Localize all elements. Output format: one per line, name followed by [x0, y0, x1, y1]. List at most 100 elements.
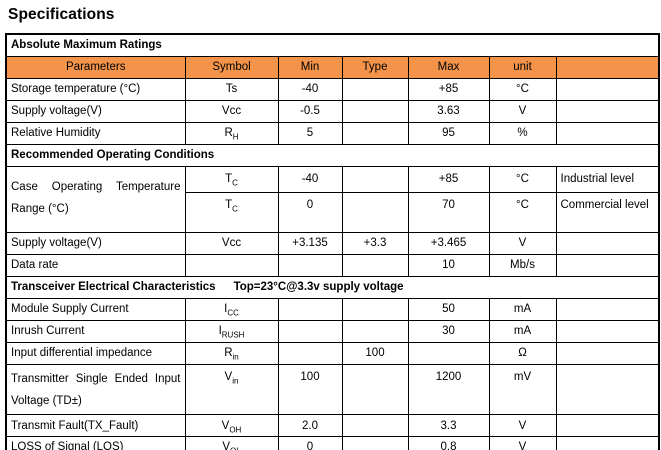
row-supply-voltage-abs: Supply voltage(V) Vcc -0.5 3.63 V [5, 99, 660, 123]
param-cell: Module Supply Current [5, 297, 186, 321]
param-cell: Input differential impedance [5, 341, 186, 365]
type-cell [341, 165, 409, 193]
section-title-recommended-operating-conditions: Recommended Operating Conditions [5, 143, 660, 167]
note-cell [555, 121, 660, 145]
max-cell: 70 [407, 191, 490, 233]
type-cell [341, 121, 409, 145]
row-transmitter-input-voltage: Transmitter Single Ended Input Voltage (… [5, 363, 660, 416]
min-cell [277, 297, 343, 321]
row-inrush-current: Inrush Current IRUSH 30 mA [5, 319, 660, 343]
min-cell: 0 [277, 436, 343, 450]
unit-cell: Ω [488, 341, 557, 365]
param-cell: Data rate [5, 253, 186, 277]
unit-cell: mV [488, 363, 557, 416]
param-cell: Supply voltage(V) [5, 99, 186, 123]
max-cell [407, 341, 490, 365]
unit-cell: mA [488, 297, 557, 321]
symbol-cell [184, 253, 279, 277]
row-relative-humidity: Relative Humidity RH 5 95 % [5, 121, 660, 145]
note-cell: Industrial level [555, 165, 660, 193]
unit-cell: Mb/s [488, 253, 557, 277]
col-header-min: Min [277, 55, 343, 79]
min-cell: 5 [277, 121, 343, 145]
param-cell: Transmit Fault(TX_Fault) [5, 414, 186, 438]
section-title-absolute-maximum-ratings: Absolute Maximum Ratings [5, 33, 660, 57]
type-cell [341, 297, 409, 321]
max-cell: 10 [407, 253, 490, 277]
min-cell: -0.5 [277, 99, 343, 123]
row-data-rate: Data rate 10 Mb/s [5, 253, 660, 277]
unit-cell: V [488, 414, 557, 438]
note-cell: Commercial level [555, 191, 660, 233]
symbol-cell: ICC [184, 297, 279, 321]
section-row-recommended-operating-conditions: Recommended Operating Conditions [5, 143, 660, 167]
symbol-cell: Ts [184, 77, 279, 101]
min-cell [277, 253, 343, 277]
type-cell [341, 363, 409, 416]
min-cell: +3.135 [277, 231, 343, 255]
row-supply-voltage-rec: Supply voltage(V) Vcc +3.135 +3.3 +3.465… [5, 231, 660, 255]
type-cell [341, 253, 409, 277]
min-cell: 0 [277, 191, 343, 233]
page-title: Specifications [8, 6, 115, 23]
min-cell: 100 [277, 363, 343, 416]
min-cell [277, 341, 343, 365]
symbol-cell: Vcc [184, 231, 279, 255]
max-cell: 3.3 [407, 414, 490, 438]
col-header-note [555, 55, 660, 79]
row-case-temperature-commercial: TC 0 70 °C Commercial level [6, 191, 660, 233]
type-cell [341, 99, 409, 123]
symbol-cell: IRUSH [184, 319, 279, 343]
unit-cell: °C [488, 191, 557, 233]
min-cell: -40 [277, 77, 343, 101]
unit-cell: V [488, 436, 557, 450]
min-cell: 2.0 [277, 414, 343, 438]
column-header-row: Parameters Symbol Min Type Max unit [5, 55, 660, 79]
type-cell [341, 77, 409, 101]
unit-cell: % [488, 121, 557, 145]
note-cell [555, 436, 660, 450]
max-cell: 95 [407, 121, 490, 145]
section-row-transceiver-electrical-characteristics: Transceiver Electrical Characteristics To… [5, 275, 660, 299]
row-case-temperature-industrial: Case Operating Temperature Range (°C) TC… [5, 165, 660, 233]
note-cell [555, 319, 660, 343]
row-transmit-fault: Transmit Fault(TX_Fault) VOH 2.0 3.3 V [5, 414, 660, 438]
max-cell: 50 [407, 297, 490, 321]
col-header-unit: unit [488, 55, 557, 79]
symbol-cell: Rin [184, 341, 279, 365]
symbol-cell: TC [184, 165, 279, 193]
max-cell: 3.63 [407, 99, 490, 123]
specifications-table: Absolute Maximum Ratings Parameters Symb… [5, 33, 661, 450]
param-cell: Storage temperature (°C) [5, 77, 186, 101]
col-header-max: Max [407, 55, 490, 79]
param-cell: Supply voltage(V) [5, 231, 186, 255]
row-storage-temperature: Storage temperature (°C) Ts -40 +85 °C [5, 77, 660, 101]
symbol-cell: Vin [184, 363, 279, 416]
unit-cell: °C [488, 165, 557, 193]
type-cell [341, 191, 409, 233]
col-header-parameters: Parameters [5, 55, 186, 79]
param-cell: Relative Humidity [5, 121, 186, 145]
min-cell: -40 [277, 165, 343, 193]
section-row-absolute-maximum-ratings: Absolute Maximum Ratings [5, 33, 660, 57]
param-cell: Transmitter Single Ended Input Voltage (… [5, 363, 186, 416]
row-module-supply-current: Module Supply Current ICC 50 mA [5, 297, 660, 321]
note-cell [555, 341, 660, 365]
col-header-symbol: Symbol [184, 55, 279, 79]
unit-cell: mA [488, 319, 557, 343]
symbol-cell: TC [184, 191, 279, 233]
param-cell: LOSS of Signal (LOS) [5, 436, 186, 450]
max-cell: +85 [407, 165, 490, 193]
note-cell [555, 99, 660, 123]
max-cell: +3.465 [407, 231, 490, 255]
max-cell: 1200 [407, 363, 490, 416]
note-cell [555, 363, 660, 416]
note-cell [555, 297, 660, 321]
symbol-cell: VOH [184, 414, 279, 438]
max-cell: 30 [407, 319, 490, 343]
note-cell [555, 231, 660, 255]
type-cell [341, 436, 409, 450]
unit-cell: °C [488, 77, 557, 101]
param-cell: Inrush Current [5, 319, 186, 343]
type-cell [341, 319, 409, 343]
